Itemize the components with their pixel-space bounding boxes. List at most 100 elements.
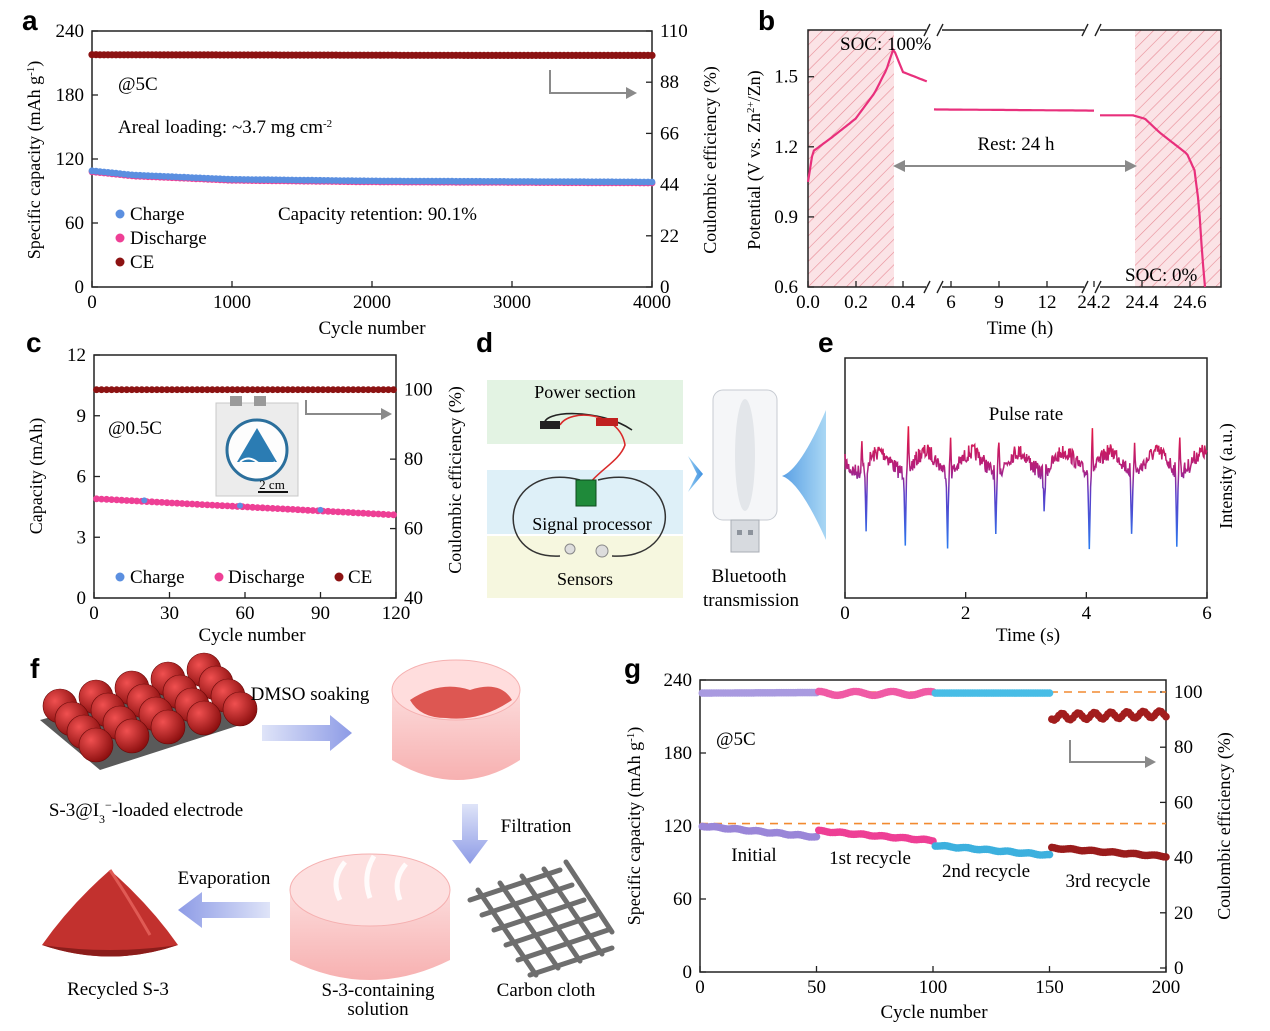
c-discharge-point — [158, 499, 166, 506]
c-ce-point — [259, 386, 266, 394]
c-ce-point — [294, 386, 302, 394]
g-y2-label-1: 20 — [1174, 903, 1193, 924]
y-tick-labels-g: 0 60 120 180 240 — [664, 670, 706, 983]
a-y-label-3: 180 — [56, 85, 85, 106]
dmso-arrow — [262, 715, 352, 751]
x-axis-title-a: Cycle number — [318, 318, 426, 339]
a-x-label-0: 0 — [87, 292, 97, 313]
c-ce-point — [364, 386, 372, 394]
bluetooth-dongle — [712, 389, 778, 553]
c-discharge-point — [98, 495, 105, 503]
e-x-label-1: 2 — [961, 603, 971, 624]
c-y2-label-1: 60 — [404, 519, 423, 540]
arrow-to-dongle — [688, 456, 703, 492]
panel-label-f: f — [30, 653, 40, 684]
dongle-ridge — [735, 399, 755, 511]
c-discharge-point — [274, 505, 282, 512]
c-discharge-point — [188, 500, 196, 508]
legend-label-charge-c: Charge — [130, 567, 185, 588]
c-x-label-4: 120 — [382, 603, 411, 624]
c-discharge-point — [289, 506, 297, 513]
a-charge-point — [648, 178, 656, 186]
electrode-sphere — [78, 727, 114, 763]
c-discharge-point — [229, 502, 236, 510]
y2-axis-title-a: Coulombic efficiency (%) — [700, 66, 721, 254]
legend-label-ce-a: CE — [130, 252, 154, 273]
axis-arrow-c — [305, 400, 384, 415]
g-x-label-0: 0 — [695, 977, 705, 998]
scale-label: 2 cm — [259, 477, 285, 492]
c-discharge-point — [309, 507, 317, 514]
arrow-head-g — [1145, 756, 1156, 768]
c-discharge-point — [193, 500, 201, 508]
y2-axis-title-c: Coulombic efficiency (%) — [445, 386, 466, 574]
x-tick-labels-e: 0 2 4 6 — [840, 592, 1212, 624]
g-x-label-3: 150 — [1035, 977, 1064, 998]
b-charge-curve — [806, 47, 928, 183]
legend-a: Charge Discharge CE — [115, 204, 207, 273]
c-x-label-2: 60 — [236, 603, 255, 624]
label-3rd-recycle: 3rd recycle — [1066, 871, 1151, 892]
x-axis-title-e: Time (s) — [996, 625, 1060, 646]
rate-label-a: @5C — [118, 74, 158, 95]
break-marks-b — [923, 23, 1102, 294]
bluetooth-label-1: Bluetooth — [712, 566, 787, 587]
c-discharge-point — [354, 509, 362, 517]
c-ce-point — [324, 386, 332, 394]
c-discharge-point — [93, 495, 100, 503]
g-capacity-point-3 — [1162, 853, 1170, 861]
c-discharge-point — [284, 505, 292, 513]
a-x-label-1: 1000 — [213, 292, 251, 313]
c-discharge-point — [385, 511, 392, 518]
axis-arrow-g — [1069, 740, 1148, 763]
pouch-tab-left — [230, 396, 242, 406]
c-discharge-point — [349, 509, 357, 517]
a-y2-label-2: 44 — [660, 175, 680, 196]
panel-a: a 0 1000 2000 3000 4000 0 60 120 180 240 0 22 44 66… — [22, 5, 721, 339]
c-discharge-point — [329, 508, 337, 515]
legend-label-ce-c: CE — [348, 567, 372, 588]
x-tick-labels-c: 0 30 60 90 120 — [89, 592, 410, 624]
c-discharge-point — [259, 504, 266, 512]
sensors-label: Sensors — [557, 569, 613, 589]
legend-marker-ce-a — [115, 257, 125, 267]
y-tick-labels-c: 0 3 6 9 12 — [67, 345, 100, 609]
c-ce-point — [118, 386, 126, 394]
c-discharge-point — [344, 509, 352, 516]
c-x-label-0: 0 — [89, 603, 99, 624]
c-discharge-point — [244, 503, 251, 511]
c-discharge-point — [148, 498, 156, 506]
y-axis-title-b: Potential (V vs. Zn2+/Zn) — [744, 70, 765, 249]
a-x-label-3: 3000 — [493, 292, 531, 313]
a-y-label-1: 60 — [65, 213, 84, 234]
y-tick-labels-a: 0 60 120 180 240 — [56, 21, 98, 298]
legend-label-charge-a: Charge — [130, 204, 185, 225]
c-y2-label-2: 80 — [404, 449, 423, 470]
sensor-left — [564, 543, 576, 555]
b-x-label-3: 6 — [946, 292, 956, 313]
g-y-label-4: 240 — [664, 670, 693, 691]
c-ce-point — [269, 386, 277, 394]
panel-label-c: c — [26, 327, 42, 358]
c-ce-point — [289, 386, 297, 394]
c-ce-point — [304, 386, 312, 394]
a-y-label-0: 0 — [75, 277, 85, 298]
logo-triangle — [237, 428, 277, 462]
loading-label-a: Areal loading: ~3.7 mg cm-2 — [118, 117, 332, 138]
c-ce-point — [138, 386, 146, 394]
c-discharge-point — [168, 499, 176, 507]
cloth-weave — [467, 859, 615, 978]
b-rest-curve — [933, 108, 1094, 112]
c-discharge-point — [224, 502, 231, 510]
g-y2-label-4: 80 — [1174, 737, 1193, 758]
c-discharge-point — [213, 502, 221, 509]
c-discharge-point — [153, 498, 161, 506]
sensor-wires — [512, 476, 667, 557]
panel-label-a: a — [22, 5, 38, 36]
c-discharge-point — [203, 501, 211, 509]
c-y-label-0: 0 — [77, 588, 87, 609]
black-wire — [544, 412, 633, 431]
c-ce-point — [93, 386, 100, 394]
c-discharge-point — [304, 506, 312, 514]
c-ce-point — [264, 386, 271, 394]
